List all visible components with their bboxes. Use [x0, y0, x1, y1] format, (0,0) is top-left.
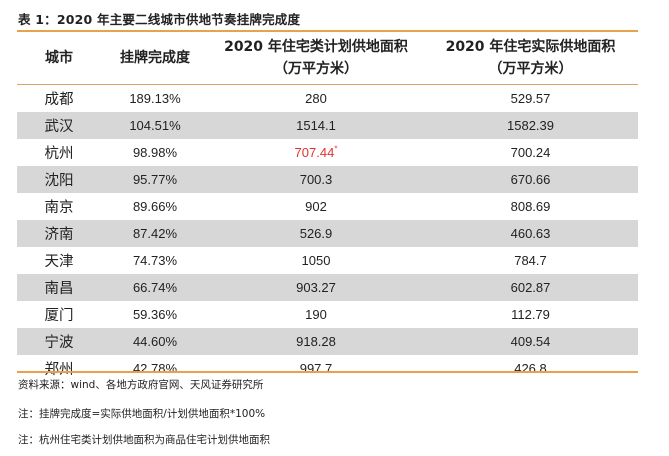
cell-actual: 409.54: [423, 328, 638, 355]
cell-planned-highlight: 707.44*: [209, 139, 423, 166]
cell-rate: 104.51%: [101, 112, 209, 139]
table-title: 表 1：2020 年主要二线城市供地节奏挂牌完成度: [18, 12, 301, 27]
cell-city: 南京: [44, 200, 74, 216]
cell-actual: 808.69: [510, 199, 551, 214]
cell-rate: 44.60%: [101, 328, 209, 355]
cell-planned: 1514.1: [209, 112, 423, 139]
cell-planned: 1050: [301, 253, 331, 268]
cell-planned: 700.3: [209, 166, 423, 193]
cell-city: 济南: [17, 220, 101, 247]
cell-planned: 902: [305, 199, 327, 214]
header-city: 城市: [17, 32, 101, 85]
cell-city: 武汉: [17, 112, 101, 139]
cell-planned: 190: [305, 307, 327, 322]
planned-value: 707.44: [294, 145, 335, 160]
cell-city: 宁波: [17, 328, 101, 355]
source-note: 资料来源：wind、各地方政府官网、天风证券研究所: [18, 379, 264, 391]
header-planned-line1: 2020 年住宅类计划供地面积: [224, 39, 408, 55]
cell-rate: 59.36%: [132, 307, 178, 322]
cell-rate: 89.66%: [132, 199, 178, 214]
table-row: 成都 189.13% 280 529.57: [17, 85, 638, 113]
table-header-row: 城市 挂牌完成度 2020 年住宅类计划供地面积 （万平方米） 2020 年住宅…: [17, 32, 638, 85]
table-row: 厦门 59.36% 190 112.79: [17, 301, 638, 328]
cell-city: 郑州: [44, 362, 74, 378]
planned-value-highlight: 707.44*: [295, 145, 338, 160]
supply-table: 城市 挂牌完成度 2020 年住宅类计划供地面积 （万平方米） 2020 年住宅…: [17, 32, 638, 382]
table-row: 南昌 66.74% 903.27 602.87: [17, 274, 638, 301]
bottom-rule: [17, 371, 638, 373]
cell-actual: 460.63: [423, 220, 638, 247]
header-actual-line2: （万平方米）: [488, 61, 573, 77]
cell-planned: 280: [305, 91, 327, 106]
cell-city: 杭州: [44, 146, 74, 162]
cell-planned: 526.9: [209, 220, 423, 247]
header-planned-line2: （万平方米）: [274, 61, 358, 77]
cell-planned: 918.28: [209, 328, 423, 355]
cell-actual: 784.7: [514, 253, 547, 268]
cell-rate: 74.73%: [132, 253, 178, 268]
table-row: 天津 74.73% 1050 784.7: [17, 247, 638, 274]
cell-actual: 426.8: [514, 361, 547, 376]
cell-rate: 87.42%: [101, 220, 209, 247]
hangzhou-note: 注：杭州住宅类计划供地面积为商品住宅计划供地面积: [18, 434, 270, 446]
cell-rate: 189.13%: [129, 91, 181, 106]
table-row: 济南 87.42% 526.9 460.63: [17, 220, 638, 247]
cell-actual: 529.57: [510, 91, 551, 106]
cell-city: 成都: [44, 92, 74, 108]
cell-rate: 98.98%: [132, 145, 178, 160]
cell-actual: 602.87: [423, 274, 638, 301]
top-rule: [17, 30, 638, 32]
cell-actual: 1582.39: [423, 112, 638, 139]
header-planned: 2020 年住宅类计划供地面积 （万平方米）: [209, 32, 423, 85]
formula-note: 注：挂牌完成度=实际供地面积/计划供地面积*100%: [18, 408, 266, 420]
table-row: 沈阳 95.77% 700.3 670.66: [17, 166, 638, 193]
cell-planned: 903.27: [209, 274, 423, 301]
cell-city: 南昌: [17, 274, 101, 301]
cell-actual: 112.79: [511, 307, 550, 322]
cell-city: 沈阳: [17, 166, 101, 193]
cell-actual: 670.66: [423, 166, 638, 193]
cell-city: 厦门: [44, 308, 74, 324]
table-row: 宁波 44.60% 918.28 409.54: [17, 328, 638, 355]
header-rate: 挂牌完成度: [101, 32, 209, 85]
table-row: 杭州 98.98% 707.44* 700.24: [17, 139, 638, 166]
table-row: 南京 89.66% 902 808.69: [17, 193, 638, 220]
header-actual-line1: 2020 年住宅实际供地面积: [445, 39, 616, 55]
footnote-mark: *: [334, 144, 338, 154]
cell-rate: 95.77%: [101, 166, 209, 193]
header-actual: 2020 年住宅实际供地面积 （万平方米）: [423, 32, 638, 85]
cell-actual: 700.24: [510, 145, 551, 160]
table-row: 武汉 104.51% 1514.1 1582.39: [17, 112, 638, 139]
cell-rate: 66.74%: [101, 274, 209, 301]
cell-city: 天津: [44, 254, 74, 270]
